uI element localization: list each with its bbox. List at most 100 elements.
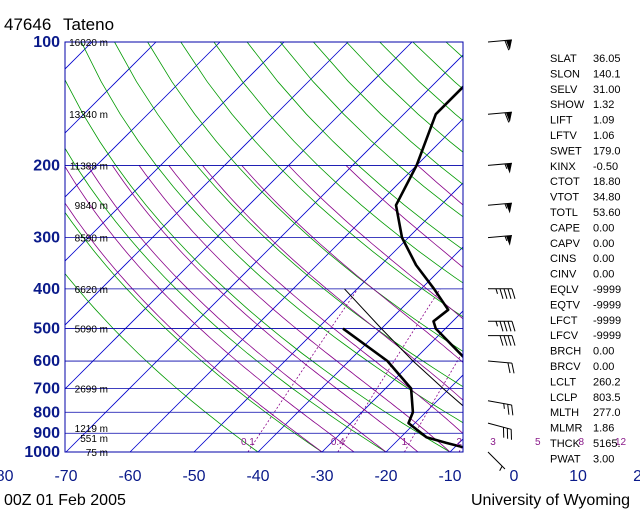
index-value: 0.00 (593, 253, 614, 265)
height-label: 75 m (86, 448, 108, 459)
dry-adiabat-line (279, 42, 463, 218)
wind-barb-half-feather (504, 203, 508, 209)
moist-adiabat-line (345, 165, 463, 268)
index-value: 5165. (593, 438, 621, 450)
index-value: 140.1 (593, 68, 621, 80)
index-label: SLAT (550, 53, 577, 65)
isotherm-line (65, 42, 285, 262)
index-label: EQTV (550, 299, 581, 311)
wind-barb (487, 451, 506, 471)
index-label: THCK (550, 438, 581, 450)
pressure-label: 900 (33, 425, 60, 442)
wind-barb-pennant (505, 39, 512, 51)
mixing-ratio-line (621, 289, 640, 452)
mixing-ratio-line (337, 288, 441, 452)
mixing-ratio-line (247, 288, 359, 452)
pressure-label: 300 (33, 230, 60, 247)
dry-adiabat-line (65, 147, 387, 452)
wind-barb-shaft (487, 202, 512, 206)
pressure-label: 400 (33, 281, 60, 298)
wind-barb-feather (511, 321, 516, 332)
wind-barb-feather (507, 321, 512, 332)
index-value: 0.00 (593, 361, 614, 373)
wind-barb-feather (503, 321, 508, 332)
index-value: -0.50 (593, 161, 618, 173)
index-label: SHOW (550, 99, 585, 111)
wind-barb-half-feather (499, 465, 503, 471)
wind-barb-shaft (487, 39, 512, 43)
height-label: 9840 m (75, 201, 108, 212)
mixing-ratio-line (404, 350, 463, 452)
wind-barb-pennant (505, 112, 512, 123)
index-value: -9999 (593, 284, 621, 296)
mixing-ratio-label: 8 (579, 437, 585, 448)
temperature-tick-label: -20 (374, 468, 397, 485)
wind-barb-feather (507, 288, 512, 299)
height-label: 13340 m (69, 110, 108, 121)
temperature-tick-label: -30 (310, 468, 333, 485)
temperature-tick-label: -80 (0, 468, 14, 485)
mixing-ratio-label: 12 (615, 437, 627, 448)
index-label: LFCV (550, 330, 579, 342)
dry-adiabat-line (65, 272, 259, 452)
isobar-lines (65, 42, 463, 452)
index-label: LCLP (550, 392, 578, 404)
index-label: LFCT (550, 315, 578, 327)
index-label: LFTV (550, 130, 578, 142)
temperature-line (394, 85, 463, 359)
moist-adiabat-line (241, 165, 463, 363)
wind-barb (487, 235, 512, 246)
isotherm-line (65, 42, 221, 198)
wind-barbs (487, 39, 516, 471)
wind-barb-feather (503, 335, 508, 346)
mixing-ratio-label: 1 (402, 437, 408, 448)
wind-barb-feather (506, 428, 509, 439)
temperature-tick-label: -10 (438, 468, 461, 485)
wind-barb-half-feather (495, 288, 498, 294)
pressure-label: 100 (33, 34, 60, 51)
wind-barb-shaft (487, 235, 512, 239)
dry-adiabat-line (213, 42, 463, 284)
wind-barb-half-feather (503, 403, 505, 409)
height-label: 551 m (80, 434, 108, 445)
index-label: SELV (550, 84, 578, 96)
plot-frame (64, 41, 464, 453)
wind-barb (487, 422, 512, 440)
index-label: TOTL (550, 207, 578, 219)
wind-barb-feather (504, 112, 510, 123)
index-label: BRCV (550, 361, 581, 373)
wind-barb-feather (510, 429, 512, 440)
mixing-ratio-label: 5 (535, 437, 541, 448)
temperature-tick-label: -70 (54, 468, 77, 485)
temperature-axis-labels: -80-70-60-50-40-30-20-10010203040 (0, 468, 640, 485)
index-value: 36.05 (593, 53, 621, 65)
station-id: 47646 (4, 15, 51, 34)
pressure-label: 700 (33, 381, 60, 398)
wind-barb-feather (499, 321, 504, 332)
index-value: 0.00 (593, 222, 614, 234)
index-label: KINX (550, 161, 576, 173)
dry-adiabat-line (313, 42, 463, 185)
isotherm-line (65, 42, 157, 134)
wind-barb-feather (511, 404, 514, 416)
wind-barb-shaft (487, 400, 512, 406)
temperature-tick-label: 0 (510, 468, 519, 485)
index-value: 31.00 (593, 84, 621, 96)
wind-barb (487, 202, 512, 214)
mixing-ratio-labels: 0.10.4123581216202428323640g/kg (241, 437, 627, 448)
index-value: -9999 (593, 330, 621, 342)
index-value: 1.09 (593, 115, 614, 127)
mixing-ratio-label: 3 (490, 437, 496, 448)
wind-barb-shaft (487, 162, 512, 166)
index-label: CINV (550, 269, 577, 281)
pressure-label: 600 (33, 353, 60, 370)
index-value: 0.00 (593, 269, 614, 281)
pressure-label: 1000 (24, 444, 60, 461)
height-label: 1219 m (75, 424, 108, 435)
sounding-profiles (342, 85, 463, 449)
wind-barb-pennant (505, 235, 512, 246)
wind-barb-shaft (487, 111, 512, 115)
pressure-label: 200 (33, 157, 60, 174)
dewpoint-line (342, 327, 463, 449)
